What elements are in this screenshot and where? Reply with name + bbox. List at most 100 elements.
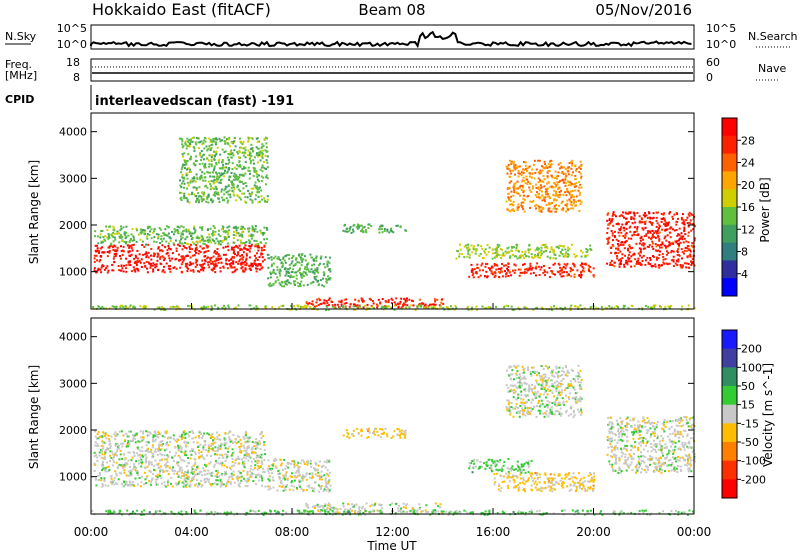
data-cell bbox=[238, 462, 241, 465]
data-cell bbox=[105, 437, 108, 440]
data-cell bbox=[236, 152, 239, 155]
data-cell bbox=[197, 147, 200, 150]
data-cell bbox=[189, 483, 192, 486]
data-cell bbox=[644, 247, 647, 250]
data-cell bbox=[192, 270, 195, 273]
data-cell bbox=[579, 203, 582, 206]
data-cell bbox=[143, 232, 146, 235]
data-cell bbox=[111, 464, 114, 467]
data-cell bbox=[296, 474, 299, 477]
data-cell bbox=[235, 232, 238, 234]
data-cell bbox=[218, 446, 221, 449]
data-cell bbox=[199, 240, 202, 242]
data-cell bbox=[176, 484, 179, 487]
data-cell bbox=[315, 259, 318, 262]
data-cell bbox=[224, 142, 227, 145]
data-cell bbox=[186, 137, 189, 140]
data-cell bbox=[505, 264, 508, 267]
data-cell bbox=[193, 163, 196, 166]
data-cell bbox=[525, 268, 527, 271]
data-cell bbox=[637, 257, 640, 260]
data-cell bbox=[127, 430, 130, 433]
data-cell bbox=[537, 254, 539, 257]
data-cell bbox=[92, 306, 95, 308]
data-cell bbox=[147, 243, 150, 246]
data-cell bbox=[199, 251, 202, 254]
data-cell bbox=[152, 434, 155, 437]
data-cell bbox=[190, 170, 192, 173]
data-cell bbox=[293, 283, 296, 285]
data-cell bbox=[492, 252, 494, 255]
data-cell bbox=[225, 485, 228, 487]
data-cell bbox=[270, 284, 273, 287]
data-cell bbox=[458, 253, 461, 255]
data-cell bbox=[244, 200, 247, 203]
data-cell bbox=[94, 435, 97, 438]
data-cell bbox=[247, 453, 250, 456]
data-cell bbox=[348, 229, 351, 232]
data-cell bbox=[141, 454, 144, 457]
data-cell bbox=[219, 446, 222, 449]
data-cell bbox=[126, 435, 129, 438]
data-cell bbox=[200, 159, 203, 162]
data-cell bbox=[263, 249, 266, 251]
data-cell bbox=[120, 235, 123, 238]
data-cell bbox=[111, 269, 114, 272]
data-cell bbox=[137, 233, 140, 236]
data-cell bbox=[181, 459, 184, 462]
data-cell bbox=[231, 182, 234, 185]
data-cell bbox=[124, 462, 127, 465]
data-cell bbox=[360, 228, 363, 231]
data-cell bbox=[134, 441, 137, 444]
data-cell bbox=[657, 228, 660, 231]
data-cell bbox=[180, 433, 183, 436]
data-cell bbox=[247, 445, 250, 448]
data-cell bbox=[538, 207, 541, 210]
data-cell bbox=[493, 264, 496, 267]
data-cell bbox=[566, 274, 569, 277]
data-cell bbox=[313, 272, 316, 275]
data-cell bbox=[216, 473, 218, 476]
data-cell bbox=[659, 225, 661, 228]
data-cell bbox=[311, 256, 313, 259]
data-cell bbox=[673, 229, 676, 232]
data-cell bbox=[486, 263, 489, 265]
data-cell bbox=[471, 251, 474, 254]
data-cell bbox=[627, 253, 630, 256]
data-cell bbox=[494, 274, 497, 277]
data-cell bbox=[131, 456, 134, 459]
data-cell bbox=[494, 271, 496, 274]
data-cell bbox=[615, 238, 618, 241]
data-cell bbox=[330, 300, 333, 303]
data-cell bbox=[649, 217, 652, 219]
data-cell bbox=[505, 252, 508, 254]
data-cell bbox=[238, 180, 241, 183]
data-cell bbox=[183, 479, 186, 482]
data-cell bbox=[245, 449, 248, 452]
data-cell bbox=[140, 232, 143, 235]
data-cell bbox=[146, 254, 149, 257]
data-cell bbox=[534, 307, 537, 310]
data-cell bbox=[687, 234, 690, 237]
data-cell bbox=[238, 476, 241, 479]
data-cell bbox=[681, 264, 684, 267]
data-cell bbox=[123, 469, 126, 472]
data-cell bbox=[658, 227, 660, 230]
data-cell bbox=[183, 192, 186, 195]
data-cell bbox=[277, 279, 280, 282]
data-cell bbox=[143, 229, 146, 232]
data-cell bbox=[514, 166, 517, 169]
data-cell bbox=[573, 185, 576, 188]
data-cell bbox=[120, 257, 122, 260]
data-cell bbox=[166, 458, 169, 461]
data-cell bbox=[266, 467, 269, 470]
data-cell bbox=[514, 173, 516, 176]
data-cell bbox=[176, 305, 179, 308]
data-cell bbox=[221, 167, 224, 170]
data-cell bbox=[362, 306, 365, 309]
data-cell bbox=[252, 264, 254, 267]
data-cell bbox=[171, 468, 174, 471]
data-cell bbox=[163, 484, 166, 487]
data-cell bbox=[244, 267, 247, 270]
data-cell bbox=[656, 256, 658, 259]
